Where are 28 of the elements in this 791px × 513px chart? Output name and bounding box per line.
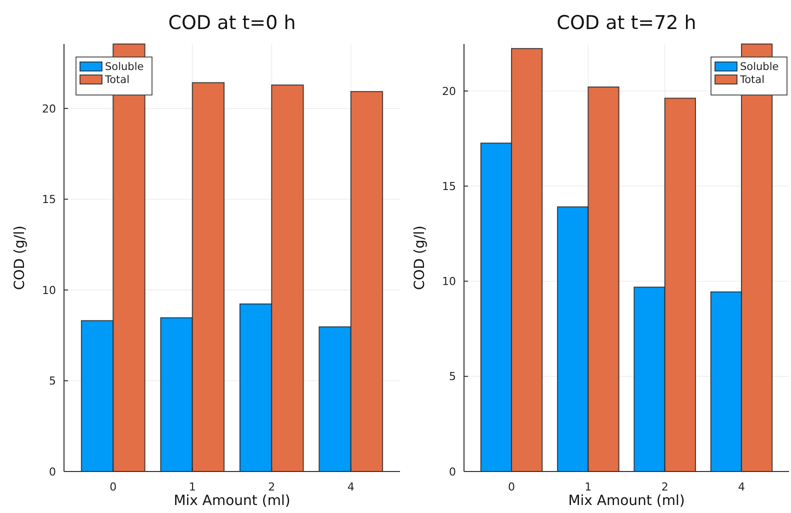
- y-tick-label: 20: [42, 102, 56, 116]
- x-tick-label: 2: [268, 480, 276, 494]
- x-axis-title: Mix Amount (ml): [174, 493, 290, 509]
- legend-label: Soluble: [740, 61, 779, 73]
- chart-title: COD at t=0 h: [168, 12, 296, 34]
- y-tick-label: 0: [49, 465, 56, 478]
- x-tick-label: 4: [347, 480, 354, 494]
- y-tick-label: 15: [42, 193, 56, 206]
- x-tick-label: 1: [584, 480, 592, 494]
- y-tick-label: 10: [442, 275, 456, 288]
- y-axis-title: COD (g/l): [12, 226, 28, 290]
- x-axis-title: Mix Amount (ml): [568, 493, 685, 509]
- y-tick-label: 5: [49, 374, 56, 388]
- y-tick-label: 5: [449, 370, 456, 384]
- y-tick-label: 0: [449, 465, 456, 478]
- x-tick-label: 0: [508, 480, 516, 494]
- x-tick-label: 0: [110, 480, 117, 494]
- legend-label: Total: [104, 74, 130, 86]
- x-tick-label: 4: [738, 480, 745, 494]
- legend-label: Soluble: [105, 61, 144, 73]
- legend-label: Total: [739, 74, 765, 86]
- y-tick-label: 15: [442, 180, 456, 193]
- y-axis-title: COD (g/l): [412, 226, 428, 290]
- y-tick-label: 20: [442, 84, 456, 98]
- x-tick-label: 1: [188, 480, 196, 494]
- y-tick-label: 10: [42, 284, 56, 297]
- x-tick-label: 2: [661, 480, 668, 494]
- chart-title: COD at t=72 h: [556, 12, 696, 34]
